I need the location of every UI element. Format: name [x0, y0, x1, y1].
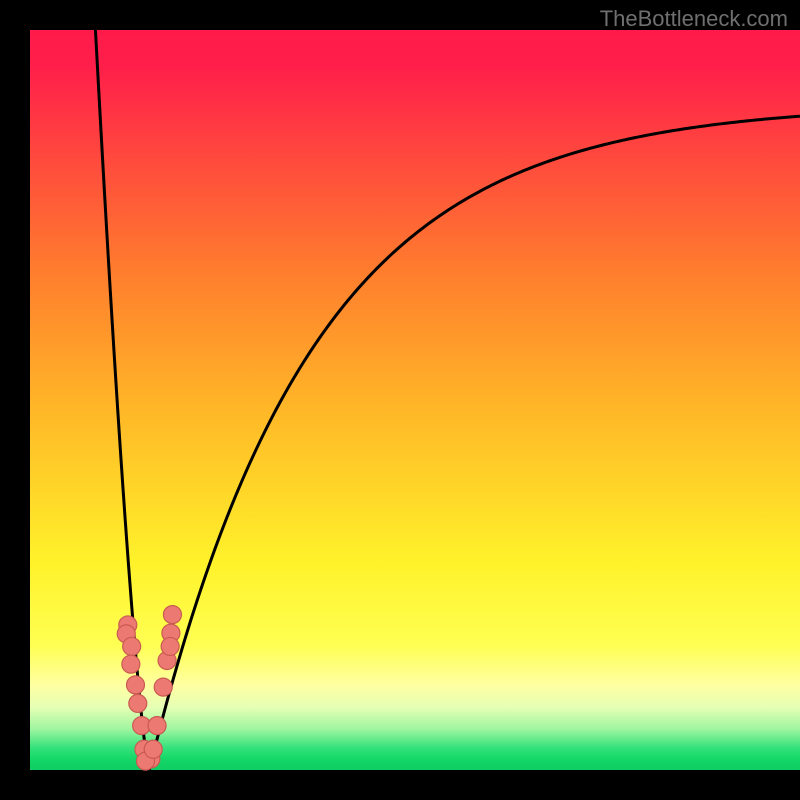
data-marker: [129, 694, 147, 712]
plot-background: [30, 30, 800, 770]
data-marker: [161, 637, 179, 655]
data-marker: [122, 655, 140, 673]
data-marker: [126, 676, 144, 694]
bottleneck-chart: [0, 0, 800, 800]
data-marker: [144, 740, 162, 758]
data-marker: [123, 637, 141, 655]
data-marker: [148, 717, 166, 735]
data-marker: [154, 678, 172, 696]
chart-container: TheBottleneck.com: [0, 0, 800, 800]
watermark-text: TheBottleneck.com: [600, 6, 788, 32]
data-marker: [163, 606, 181, 624]
